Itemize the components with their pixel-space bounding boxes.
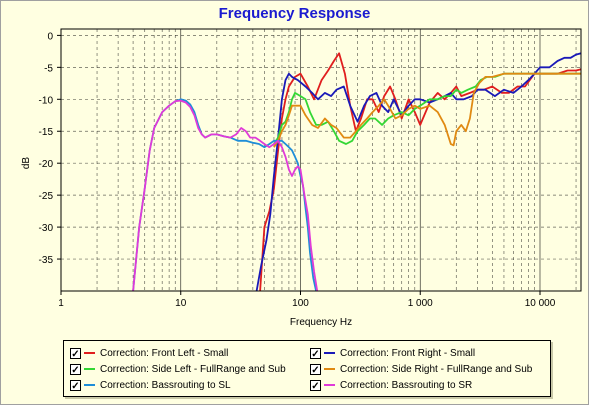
legend-item[interactable]: ✓ Correction: Side Left - FullRange and … (70, 361, 286, 377)
series-line-2 (255, 52, 581, 291)
legend-label: Correction: Bassrouting to SR (340, 379, 473, 391)
legend-swatch (84, 384, 95, 386)
series-line-1 (259, 52, 581, 291)
legend-swatch (84, 352, 95, 354)
legend-item[interactable]: ✓ Correction: Bassrouting to SL (70, 377, 231, 393)
checkbox[interactable]: ✓ (310, 363, 321, 376)
y-tick-label: -5 (44, 63, 53, 74)
legend-item[interactable]: ✓ Correction: Front Right - Small (310, 345, 475, 361)
checkbox[interactable]: ✓ (310, 379, 321, 392)
legend-label: Correction: Side Left - FullRange and Su… (100, 363, 286, 375)
series-line-4 (273, 72, 581, 148)
legend-swatch (324, 368, 335, 370)
checkbox[interactable]: ✓ (70, 347, 81, 360)
legend-item[interactable]: ✓ Correction: Front Left - Small (70, 345, 228, 361)
checkbox[interactable]: ✓ (310, 347, 321, 360)
checkbox[interactable]: ✓ (70, 379, 81, 392)
legend-label: Correction: Front Right - Small (340, 347, 476, 359)
legend-swatch (324, 384, 335, 386)
legend-label: Correction: Side Right - FullRange and S… (340, 363, 533, 375)
plot-background (61, 29, 581, 291)
y-tick-label: -35 (39, 255, 54, 266)
plot-border (60, 28, 582, 292)
y-tick-label: 0 (47, 31, 53, 42)
legend-label: Correction: Bassrouting to SL (100, 379, 231, 391)
series-line-6 (132, 99, 319, 291)
y-tick-label: -20 (39, 159, 54, 170)
x-tick-label: 10 000 (525, 298, 556, 309)
y-axis-title: dB (21, 157, 32, 170)
legend-swatch (324, 352, 335, 354)
x-axis-title: Frequency Hz (290, 317, 352, 328)
y-tick-label: -10 (39, 95, 54, 106)
legend-label: Correction: Front Left - Small (100, 347, 229, 359)
y-tick-label: -30 (39, 223, 54, 234)
series-lines (132, 52, 581, 291)
legend-item[interactable]: ✓ Correction: Side Right - FullRange and… (310, 361, 532, 377)
legend-item[interactable]: ✓ Correction: Bassrouting to SR (310, 377, 472, 393)
grid (61, 29, 581, 291)
series-line-3 (273, 72, 581, 145)
x-tick-label: 1 000 (408, 298, 433, 309)
legend: ✓ Correction: Front Left - Small ✓ Corre… (63, 340, 551, 397)
x-tick-label: 100 (292, 298, 309, 309)
chart-title: Frequency Response (218, 5, 371, 22)
axis-ticks: 1 10 100 1 000 10 000 0 -5 -10 -15 -20 -25 -30 -35 (39, 31, 556, 309)
checkbox[interactable]: ✓ (70, 363, 81, 376)
y-tick-label: -25 (39, 191, 54, 202)
y-tick-label: -15 (39, 127, 54, 138)
legend-swatch (84, 368, 95, 370)
x-tick-label: 1 (58, 298, 64, 309)
x-tick-label: 10 (175, 298, 187, 309)
